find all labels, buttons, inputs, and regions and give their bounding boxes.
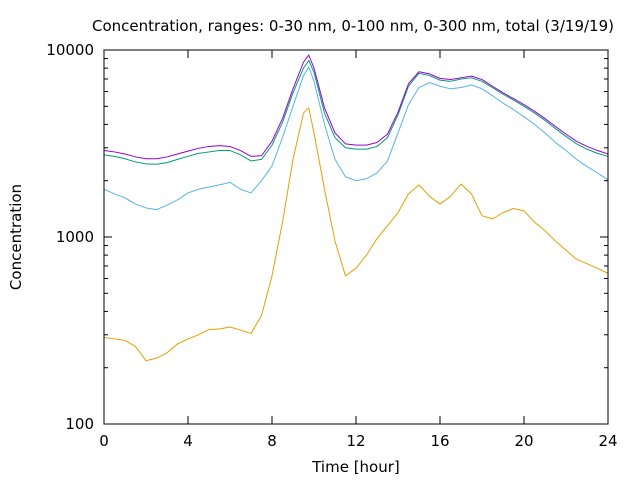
x-tick-label: 12 — [346, 432, 365, 450]
axis-layer: 0 4 8 12 16 20 24 100 1000 10000 — [46, 41, 617, 450]
series-line-4 — [103, 54, 609, 160]
series-layer — [103, 54, 609, 362]
x-tick-label: 24 — [598, 432, 617, 450]
series-line-3 — [103, 59, 609, 165]
x-tick-label: 0 — [99, 432, 109, 450]
x-axis-label: Time [hour] — [311, 458, 400, 476]
series-line-2 — [103, 66, 609, 211]
y-tick-label: 100 — [65, 415, 94, 433]
plot-frame — [103, 49, 609, 425]
y-tick-label: 10000 — [46, 41, 94, 59]
x-tick-label: 4 — [183, 432, 193, 450]
x-tick-label: 8 — [267, 432, 277, 450]
y-axis-label: Concentration — [7, 184, 25, 290]
y-tick-label: 1000 — [56, 228, 94, 246]
series-line-1 — [103, 107, 609, 362]
x-tick-label: 20 — [514, 432, 533, 450]
x-tick-label: 16 — [430, 432, 449, 450]
chart-title: Concentration, ranges: 0-30 nm, 0-100 nm… — [92, 17, 614, 35]
